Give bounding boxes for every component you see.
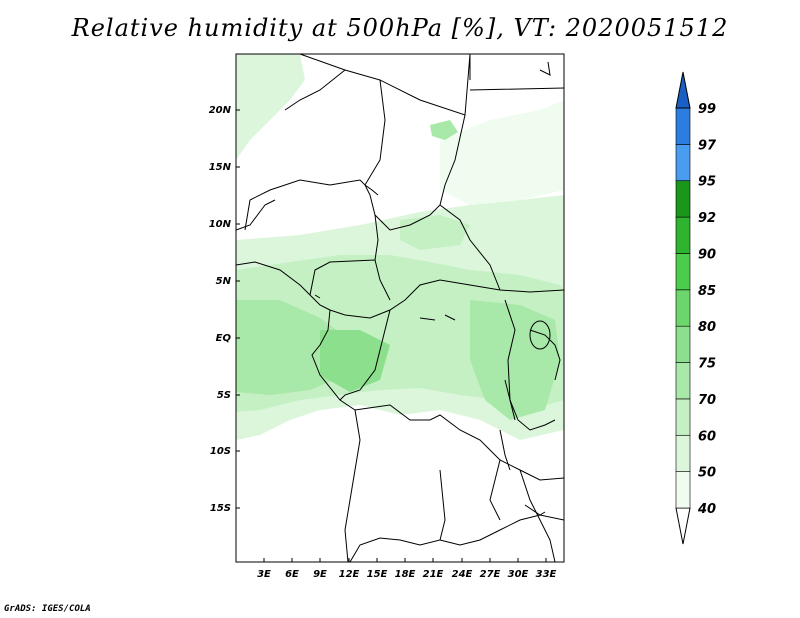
colorbar-label: 99 [698, 102, 716, 117]
colorbar-segment [675, 289, 691, 327]
humidity-field [236, 54, 564, 440]
humidity-area-small-n [430, 120, 458, 140]
colorbar-segment [675, 253, 691, 291]
lat-tick: 5S [217, 390, 231, 401]
lon-tick: 12E [339, 569, 360, 580]
colorbar-label: 60 [698, 429, 716, 444]
colorbar-label: 90 [698, 247, 716, 262]
humidity-area-nw [236, 54, 305, 160]
colorbar: 40 50 60 70 75 80 85 90 92 95 97 99 [675, 71, 717, 545]
colorbar-segment [675, 471, 691, 509]
humidity-area-wet-central [320, 330, 390, 392]
country-borders [236, 54, 564, 562]
colorbar-upper-cap [675, 71, 691, 109]
lat-tick: 5N [216, 276, 232, 287]
colorbar-segment [675, 434, 691, 472]
lon-tick: 9E [313, 569, 327, 580]
colorbar-segment [675, 216, 691, 254]
lat-tick: 20N [209, 105, 232, 116]
lon-tick: 24E [452, 569, 473, 580]
colorbar-label: 70 [698, 393, 716, 408]
lat-axis: 20N 15N 10N 5N EQ 5S 10S 15S [209, 105, 240, 514]
colorbar-segment [675, 398, 691, 436]
lon-axis: 3E 6E 9E 12E 15E 18E 21E 24E 27E 30E 33E [257, 558, 557, 580]
colorbar-label: 40 [697, 502, 716, 517]
water-bodies [314, 294, 551, 516]
colorbar-segment [675, 362, 691, 400]
colorbar-lower-cap [675, 507, 691, 545]
lon-tick: 18E [395, 569, 416, 580]
lat-tick: 10S [210, 446, 231, 457]
lon-tick: 21E [423, 569, 444, 580]
map-frame [235, 53, 565, 563]
lon-tick: 30E [508, 569, 529, 580]
colorbar-segment [675, 325, 691, 363]
colorbar-segment [675, 107, 691, 145]
colorbar-label: 97 [698, 138, 717, 153]
colorbar-label: 80 [698, 320, 716, 335]
grads-credit: GrADS: IGES/COLA [4, 604, 91, 614]
colorbar-segment [675, 180, 691, 218]
lat-tick: 10N [209, 219, 232, 230]
chart-title: Relative humidity at 500hPa [%], VT: 202… [71, 14, 729, 42]
lon-tick: 6E [285, 569, 299, 580]
humidity-area-northeast [440, 100, 564, 205]
lon-tick: 27E [480, 569, 501, 580]
colorbar-label: 92 [698, 211, 716, 226]
colorbar-label: 95 [698, 175, 716, 190]
lat-tick: EQ [216, 333, 232, 344]
lon-tick: 33E [536, 569, 557, 580]
humidity-area-north-patch [400, 215, 470, 250]
colorbar-label: 50 [698, 466, 716, 481]
colorbar-label: 75 [698, 357, 716, 372]
lon-tick: 15E [367, 569, 388, 580]
colorbar-segment [675, 144, 691, 182]
colorbar-label: 85 [698, 284, 716, 299]
humidity-area-wet-east [470, 300, 560, 420]
lat-tick: 15N [209, 162, 232, 173]
lon-tick: 3E [257, 569, 271, 580]
lat-tick: 15S [210, 503, 231, 514]
